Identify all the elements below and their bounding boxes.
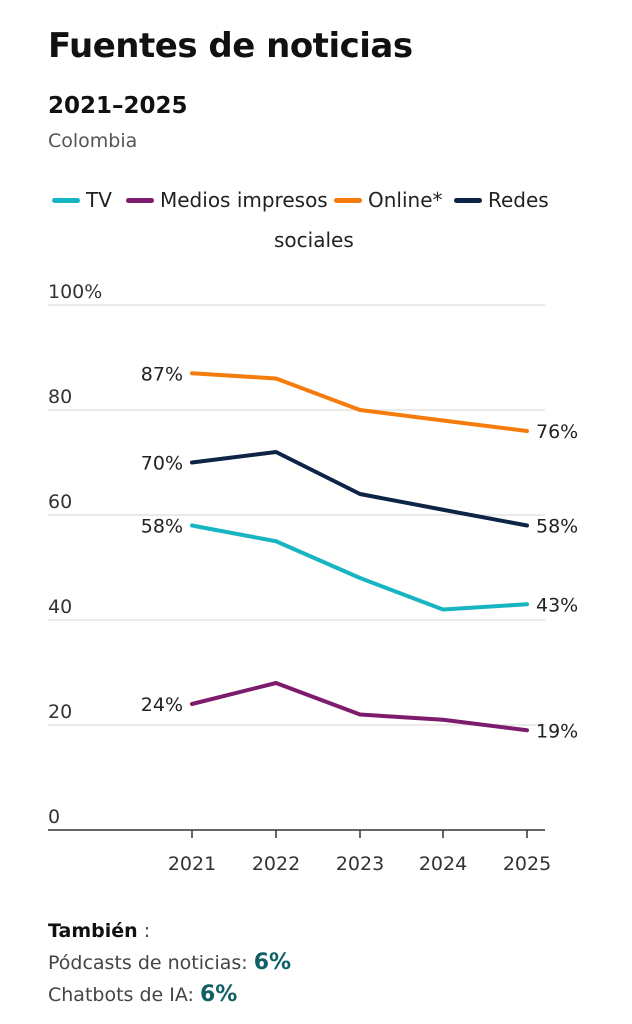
chart-region: Colombia xyxy=(48,130,138,152)
end-data-label: 76% xyxy=(536,421,578,443)
legend-item-medios: Medios impresos xyxy=(126,188,328,212)
footer-colon: : xyxy=(137,920,151,942)
series-line-1 xyxy=(190,681,529,733)
legend-item-redes: Redes xyxy=(454,188,549,212)
line-chart: 0 20 40 60 80 100% 2021 2022 2023 2024 2025 58% 43% 2… xyxy=(48,281,578,875)
x-tick-label: 2021 xyxy=(168,853,216,875)
start-data-label: 58% xyxy=(141,516,183,538)
legend-label-tv: TV xyxy=(86,188,112,212)
footer-item-label: Pódcasts de noticias: xyxy=(48,952,254,974)
start-data-label: 70% xyxy=(141,453,183,475)
y-tick-label: 60 xyxy=(48,491,72,513)
footer-item-podcasts: Pódcasts de noticias: 6% xyxy=(48,950,291,975)
footer-heading: También : xyxy=(48,920,150,942)
y-tick-label: 100% xyxy=(48,281,102,303)
start-data-label: 87% xyxy=(141,363,183,385)
x-tick-label: 2024 xyxy=(419,853,467,875)
legend-item-tv: TV xyxy=(52,188,112,212)
y-tick-label: 0 xyxy=(48,806,60,828)
x-tick-label: 2022 xyxy=(252,853,300,875)
end-data-label: 58% xyxy=(536,516,578,538)
legend-label-medios: Medios impresos xyxy=(160,188,328,212)
chart-title: Fuentes de noticias xyxy=(48,26,413,66)
legend-label-online: Online* xyxy=(368,188,443,212)
legend-label-redes: Redes xyxy=(488,188,549,212)
legend-swatch-tv xyxy=(52,197,80,203)
footer-item-value: 6% xyxy=(253,950,292,975)
end-data-label: 19% xyxy=(536,720,578,742)
chart-subtitle: 2021–2025 xyxy=(48,93,188,119)
footer-item-label: Chatbots de IA: xyxy=(48,984,200,1006)
series-line-0 xyxy=(190,523,529,612)
x-tick-label: 2025 xyxy=(503,853,551,875)
y-tick-label: 20 xyxy=(48,701,72,723)
footer-item-chatbots: Chatbots de IA: 6% xyxy=(48,982,237,1007)
legend-swatch-redes xyxy=(454,197,482,203)
y-tick-label: 40 xyxy=(48,596,72,618)
end-data-label: 43% xyxy=(536,594,578,616)
y-tick-label: 80 xyxy=(48,386,72,408)
legend-swatch-medios xyxy=(126,197,154,203)
footer-item-value: 6% xyxy=(199,982,238,1007)
start-data-label: 24% xyxy=(141,694,183,716)
x-tick-label: 2023 xyxy=(336,853,384,875)
legend-item-online: Online* xyxy=(334,188,443,212)
footer-heading-text: También xyxy=(48,920,138,942)
legend-label-redes-line2: sociales xyxy=(274,228,354,252)
legend-swatch-online xyxy=(334,197,362,203)
series-line-2 xyxy=(190,371,529,433)
